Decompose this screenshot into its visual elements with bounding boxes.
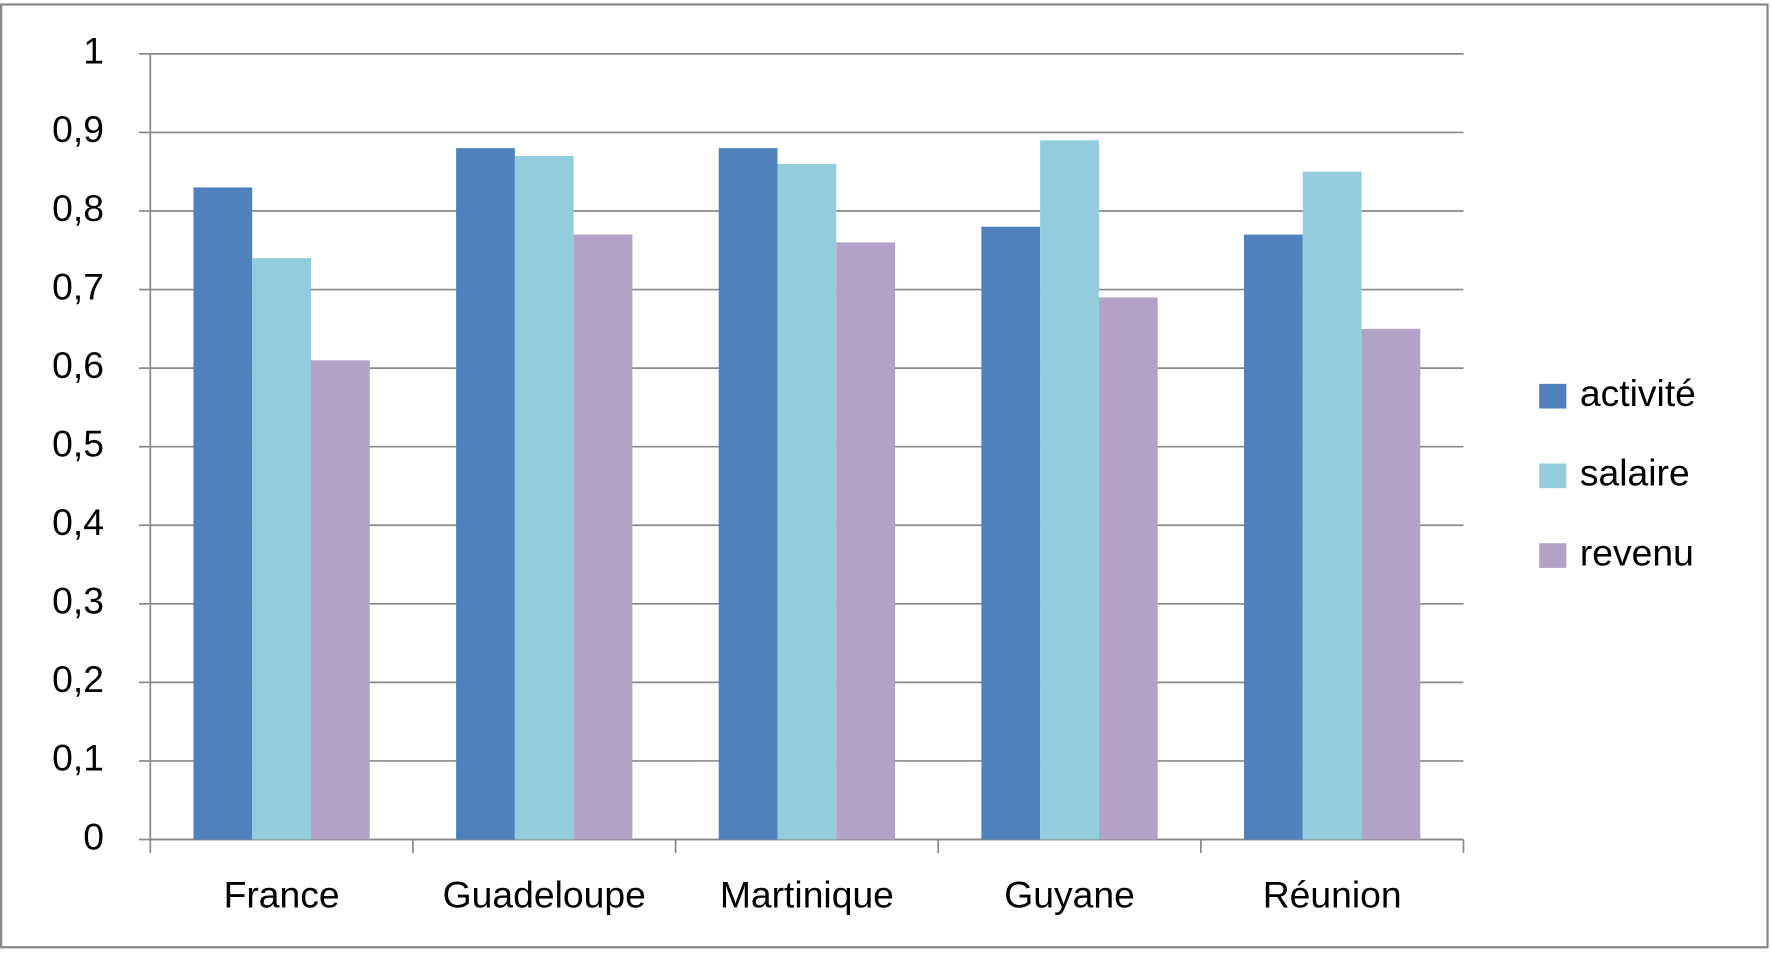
y-tick-label: 0,5 (52, 423, 104, 465)
y-tick-label: 0,7 (52, 265, 104, 307)
legend-swatch (1539, 463, 1567, 489)
bar (981, 226, 1041, 840)
bar (193, 187, 253, 840)
legend-swatch (1539, 383, 1567, 409)
y-tick-label: 0,3 (52, 580, 104, 622)
y-tick-label: 0,4 (52, 501, 104, 543)
y-tick-label: 0,9 (52, 108, 104, 150)
bar (573, 234, 633, 840)
bar (718, 148, 778, 840)
legend-label: activité (1580, 372, 1696, 414)
x-tick-label: Réunion (1263, 874, 1402, 916)
y-tick-label: 0,1 (52, 737, 104, 779)
bar (1244, 234, 1303, 840)
bar (1098, 297, 1158, 840)
bar (1361, 328, 1421, 840)
y-tick-label: 0 (83, 815, 104, 857)
bar (514, 156, 574, 840)
y-tick-label: 0,6 (52, 344, 104, 386)
x-tick-label: Martinique (720, 874, 894, 916)
bar (1040, 140, 1099, 840)
bar (252, 258, 312, 840)
bar (777, 163, 837, 840)
y-tick-label: 0,2 (52, 658, 104, 700)
legend-label: revenu (1580, 531, 1694, 573)
bar (1302, 171, 1362, 840)
y-tick-label: 1 (83, 30, 104, 72)
bar (836, 242, 896, 840)
x-tick-label: Guyane (1004, 874, 1135, 916)
legend-label: salaire (1580, 452, 1690, 494)
legend-swatch (1539, 543, 1567, 568)
x-tick-label: Guadeloupe (443, 874, 646, 916)
bar (311, 360, 370, 840)
x-tick-label: France (224, 874, 340, 916)
y-tick-label: 0,8 (52, 187, 104, 229)
bar (456, 148, 515, 840)
